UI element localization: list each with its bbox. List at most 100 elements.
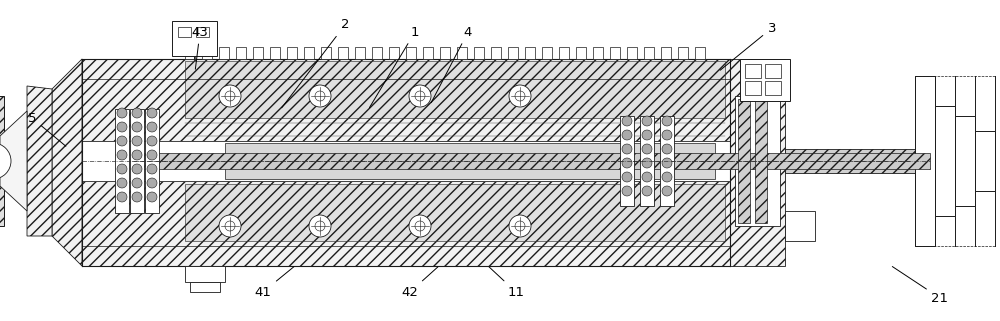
Bar [508, 47, 518, 59]
Bar [620, 116, 634, 206]
Circle shape [315, 91, 325, 101]
Circle shape [309, 85, 331, 107]
Bar [338, 47, 348, 59]
Circle shape [515, 91, 525, 101]
Bar [559, 47, 569, 59]
Circle shape [147, 150, 157, 160]
Bar [785, 211, 815, 241]
Bar [576, 47, 586, 59]
Bar [185, 266, 225, 282]
Bar [389, 47, 399, 59]
Circle shape [117, 192, 127, 202]
Circle shape [622, 158, 632, 168]
Circle shape [642, 158, 652, 168]
Bar [0, 96, 4, 226]
Circle shape [642, 186, 652, 196]
Bar [270, 47, 280, 59]
Circle shape [509, 215, 531, 237]
Circle shape [132, 136, 142, 146]
Bar [610, 47, 620, 59]
Bar [406, 47, 416, 59]
Bar [82, 181, 730, 266]
Text: 43: 43 [192, 25, 208, 69]
Bar [745, 64, 761, 78]
Bar [695, 47, 705, 59]
Text: 2: 2 [282, 19, 349, 108]
Bar [185, 61, 725, 118]
Bar [955, 116, 975, 206]
Circle shape [132, 150, 142, 160]
Bar [82, 141, 730, 181]
Circle shape [662, 144, 672, 154]
Bar [190, 282, 220, 292]
Circle shape [147, 192, 157, 202]
Bar [593, 47, 603, 59]
Bar [172, 21, 217, 56]
Bar [202, 47, 212, 59]
Bar [745, 81, 761, 95]
Circle shape [409, 215, 431, 237]
Circle shape [147, 136, 157, 146]
Circle shape [117, 178, 127, 188]
Circle shape [622, 172, 632, 182]
Bar [287, 47, 297, 59]
Bar [82, 59, 730, 141]
Bar [525, 47, 535, 59]
Circle shape [662, 158, 672, 168]
Text: 41: 41 [255, 267, 294, 299]
Bar [185, 184, 725, 241]
Bar [236, 47, 246, 59]
Text: 42: 42 [402, 267, 438, 299]
Circle shape [147, 164, 157, 174]
Bar [735, 96, 780, 226]
Circle shape [622, 116, 632, 126]
Circle shape [509, 85, 531, 107]
Circle shape [409, 85, 431, 107]
Text: 21: 21 [892, 266, 948, 305]
Bar [423, 47, 433, 59]
Bar [730, 59, 785, 266]
Circle shape [147, 122, 157, 132]
Bar [627, 47, 637, 59]
Circle shape [622, 144, 632, 154]
Polygon shape [27, 86, 52, 236]
Circle shape [225, 91, 235, 101]
Circle shape [219, 215, 241, 237]
Bar [440, 47, 450, 59]
Circle shape [117, 136, 127, 146]
Circle shape [662, 116, 672, 126]
Text: 11: 11 [489, 267, 524, 299]
Circle shape [662, 130, 672, 140]
Circle shape [225, 221, 235, 231]
Circle shape [0, 143, 11, 179]
Bar [491, 47, 501, 59]
Bar [355, 47, 365, 59]
Circle shape [622, 186, 632, 196]
Bar [740, 59, 790, 101]
Text: 1: 1 [369, 25, 419, 108]
Bar [115, 109, 129, 213]
Bar [253, 47, 263, 59]
Bar [915, 76, 935, 246]
Bar [474, 47, 484, 59]
Bar [765, 81, 781, 95]
Bar [372, 47, 382, 59]
Bar [185, 47, 195, 59]
Circle shape [415, 221, 425, 231]
Circle shape [117, 150, 127, 160]
Bar [542, 47, 552, 59]
Text: 3: 3 [720, 22, 776, 70]
Circle shape [117, 108, 127, 118]
Bar [678, 47, 688, 59]
Bar [975, 131, 995, 191]
Bar [304, 47, 314, 59]
Circle shape [117, 122, 127, 132]
Circle shape [132, 178, 142, 188]
Circle shape [147, 108, 157, 118]
Bar [765, 64, 781, 78]
Bar [755, 99, 767, 223]
Bar [640, 116, 654, 206]
Polygon shape [0, 111, 27, 211]
Text: 5: 5 [28, 111, 66, 146]
Bar [196, 27, 209, 37]
